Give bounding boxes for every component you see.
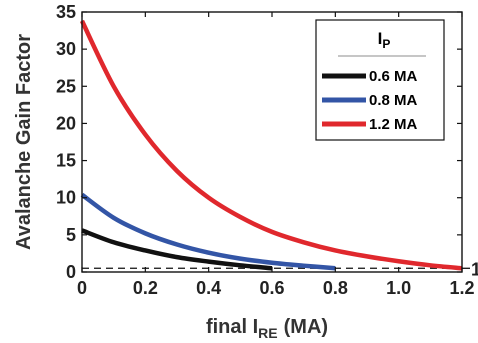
- series-line-2: [79, 19, 463, 271]
- legend-label-1: 0.8 MA: [369, 92, 418, 109]
- reference-line-label: 1: [471, 259, 478, 279]
- x-tick-label: 1.0: [386, 278, 411, 298]
- y-tick-label: 25: [56, 76, 76, 96]
- legend-entries: 0.6 MA 0.8 MA 1.2 MA: [322, 68, 418, 133]
- y-tick-label: 30: [56, 39, 76, 59]
- x-axis-label: final IRE (MA): [206, 316, 328, 341]
- x-axis-label-sub: RE: [258, 325, 277, 341]
- tick-layer: 0 0.2 0.4 0.6 0.8 1.0 1.2 0 5 10 15 20 25 30 35: [56, 2, 475, 298]
- x-tick-label: 0.6: [259, 278, 284, 298]
- y-tick-label: 10: [56, 188, 76, 208]
- series-line-0: [81, 228, 273, 271]
- y-axis-label: Avalanche Gain Factor: [13, 34, 35, 250]
- legend-label-0: 0.6 MA: [369, 68, 418, 85]
- series-layer: [79, 19, 463, 271]
- legend-label-2: 1.2 MA: [369, 116, 418, 133]
- x-axis-label-main: final I: [206, 316, 258, 338]
- x-tick-label: 1.2: [449, 278, 474, 298]
- x-axis-label-unit: (MA): [284, 316, 328, 338]
- x-tick-label: 0: [77, 278, 87, 298]
- legend: IP 0.6 MA 0.8 MA 1.2 MA: [315, 19, 445, 141]
- y-tick-label: 20: [56, 113, 76, 133]
- series-line-1: [80, 192, 336, 271]
- x-tick-label: 0.2: [133, 278, 158, 298]
- legend-box: [315, 19, 445, 141]
- y-tick-label: 5: [66, 225, 76, 245]
- legend-title: IP: [378, 29, 391, 51]
- y-tick-label: 35: [56, 2, 76, 22]
- legend-title-main: I: [378, 29, 383, 48]
- legend-title-sub: P: [382, 37, 390, 51]
- x-tick-label: 0.4: [196, 278, 221, 298]
- y-tick-label: 15: [56, 151, 76, 171]
- y-tick-label: 0: [66, 262, 76, 282]
- x-tick-label: 0.8: [323, 278, 348, 298]
